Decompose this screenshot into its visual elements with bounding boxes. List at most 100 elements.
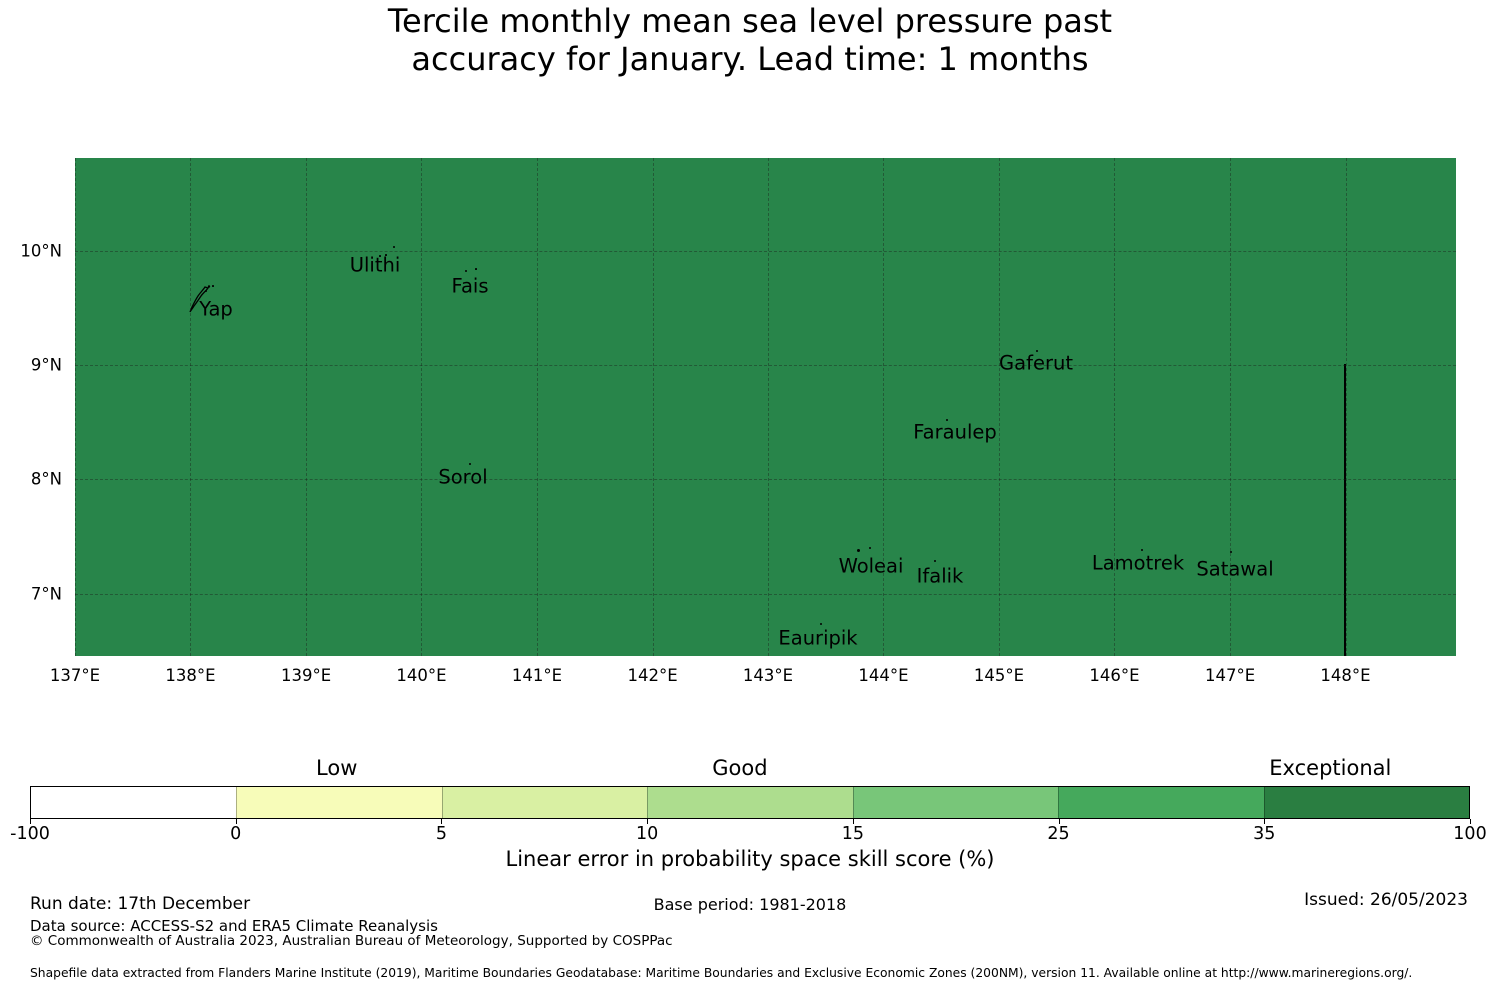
colorbar-tick-label: 35 bbox=[1253, 824, 1276, 844]
meridian-gridline bbox=[883, 158, 885, 656]
colorbar-segment bbox=[852, 787, 1059, 818]
parallel-gridline bbox=[75, 364, 1456, 366]
colorbar-tick-label: 25 bbox=[1047, 824, 1070, 844]
island-label: Fais bbox=[451, 274, 489, 298]
yap-island-outline bbox=[189, 285, 211, 313]
meridian-gridline bbox=[536, 158, 538, 656]
meridian-gridline bbox=[767, 158, 769, 656]
colorbar bbox=[30, 786, 1470, 819]
meridian-gridline bbox=[306, 158, 308, 656]
colorbar-category-label: Low bbox=[316, 756, 358, 780]
copyright-text: © Commonwealth of Australia 2023, Austra… bbox=[30, 933, 673, 949]
x-tick-label: 141°E bbox=[511, 666, 563, 685]
colorbar-tickmark bbox=[235, 819, 237, 824]
chart-title: Tercile monthly mean sea level pressure … bbox=[0, 2, 1500, 78]
meridian-gridline bbox=[1345, 158, 1347, 656]
colorbar-segment bbox=[441, 787, 648, 818]
colorbar-tick-label: 10 bbox=[636, 824, 659, 844]
colorbar-tick-label: 5 bbox=[435, 824, 447, 844]
x-tick-label: 138°E bbox=[165, 666, 216, 685]
x-tick-label: 146°E bbox=[1089, 666, 1140, 685]
colorbar-tickmark bbox=[1470, 819, 1471, 824]
island-label: Sorol bbox=[438, 465, 488, 489]
chart-title-line1: Tercile monthly mean sea level pressure … bbox=[387, 2, 1113, 40]
run-date-text: Run date: 17th December bbox=[30, 894, 251, 914]
island-dot bbox=[856, 548, 860, 552]
colorbar-segment bbox=[647, 787, 853, 818]
island-dot bbox=[1229, 550, 1233, 554]
colorbar-tick-label: -100 bbox=[10, 824, 50, 844]
x-tick-label: 144°E bbox=[858, 666, 909, 685]
meridian-gridline bbox=[190, 158, 192, 656]
colorbar-segment bbox=[236, 787, 442, 818]
colorbar-segment bbox=[31, 787, 237, 818]
island-dot bbox=[465, 270, 467, 272]
island-dot bbox=[820, 623, 822, 625]
island-label: Eauripik bbox=[778, 626, 858, 650]
island-dot bbox=[946, 419, 948, 421]
island-dot bbox=[212, 285, 214, 287]
parallel-gridline bbox=[75, 250, 1456, 252]
island-label: Ifalik bbox=[916, 564, 964, 588]
map-area: Yap Ulithi Fais Sorol Gaferut Faraulep Woleai I… bbox=[75, 158, 1456, 656]
colorbar-tick-label: 100 bbox=[1453, 824, 1487, 844]
colorbar-tickmark bbox=[30, 819, 31, 824]
x-tick-label: 142°E bbox=[627, 666, 678, 685]
meridian-gridline bbox=[1114, 158, 1116, 656]
island-dot bbox=[205, 290, 207, 292]
y-axis: 10°N 9°N 8°N 7°N bbox=[0, 158, 62, 656]
island-dot bbox=[869, 547, 871, 549]
colorbar-segment bbox=[1058, 787, 1264, 818]
colorbar-segment bbox=[1263, 787, 1469, 818]
parallel-gridline bbox=[75, 593, 1456, 595]
island-dot bbox=[934, 560, 936, 562]
x-tick-label: 148°E bbox=[1320, 666, 1371, 685]
colorbar-tick-label: 0 bbox=[230, 824, 242, 844]
island-label: Yap bbox=[199, 297, 233, 321]
meridian-gridline bbox=[75, 158, 76, 656]
island-dot bbox=[469, 463, 471, 465]
colorbar-axis-label: Linear error in probability space skill … bbox=[505, 847, 995, 871]
meridian-gridline bbox=[652, 158, 654, 656]
y-tick-label: 10°N bbox=[20, 241, 62, 261]
island-label: Woleai bbox=[838, 554, 904, 578]
island-label: Faraulep bbox=[913, 420, 997, 444]
island-dot bbox=[1036, 350, 1038, 352]
x-axis: 137°E 138°E 139°E 140°E 141°E 142°E 143°E 144°E… bbox=[50, 660, 1456, 690]
x-tick-label: 145°E bbox=[973, 666, 1025, 685]
colorbar-tickmark bbox=[441, 819, 443, 824]
colorbar-tickmark bbox=[852, 819, 854, 824]
y-tick-label: 8°N bbox=[30, 469, 62, 489]
colorbar-tickmark bbox=[647, 819, 649, 824]
meridian-gridline bbox=[1230, 158, 1232, 656]
colorbar-tick-labels: -100 0 5 10 15 25 35 100 bbox=[10, 824, 1487, 848]
y-tick-label: 7°N bbox=[30, 584, 62, 603]
island-dot bbox=[379, 255, 381, 257]
island-label: Gaferut bbox=[999, 351, 1073, 375]
base-period-text: Base period: 1981-2018 bbox=[653, 895, 847, 914]
island-label: Satawal bbox=[1196, 557, 1274, 581]
colorbar-category-labels: Low Good Exceptional bbox=[30, 756, 1470, 784]
island-dot bbox=[385, 254, 387, 256]
island-label: Ulithi bbox=[349, 253, 401, 277]
x-tick-label: 140°E bbox=[396, 666, 447, 685]
island-dot bbox=[1141, 549, 1143, 551]
colorbar-tick-label: 15 bbox=[841, 824, 864, 844]
parallel-gridline bbox=[75, 479, 1456, 480]
x-tick-label: 143°E bbox=[742, 666, 794, 685]
island-label: Lamotrek bbox=[1091, 551, 1185, 575]
x-tick-label: 147°E bbox=[1204, 666, 1256, 685]
data-source-text: Data source: ACCESS-S2 and ERA5 Climate … bbox=[30, 917, 438, 935]
issued-date-text: Issued: 26/05/2023 bbox=[1304, 890, 1468, 910]
y-tick-label: 9°N bbox=[30, 355, 62, 375]
colorbar-category-label: Good bbox=[712, 756, 768, 780]
meridian-gridline bbox=[421, 158, 423, 656]
colorbar-category-label: Exceptional bbox=[1269, 756, 1392, 780]
colorbar-tickmark bbox=[1058, 819, 1060, 824]
colorbar-tickmarks bbox=[30, 819, 1471, 825]
chart-title-line2: accuracy for January. Lead time: 1 month… bbox=[411, 40, 1089, 78]
colorbar-tickmark bbox=[1264, 819, 1266, 824]
x-tick-label: 137°E bbox=[49, 666, 101, 685]
island-dot bbox=[475, 268, 477, 270]
